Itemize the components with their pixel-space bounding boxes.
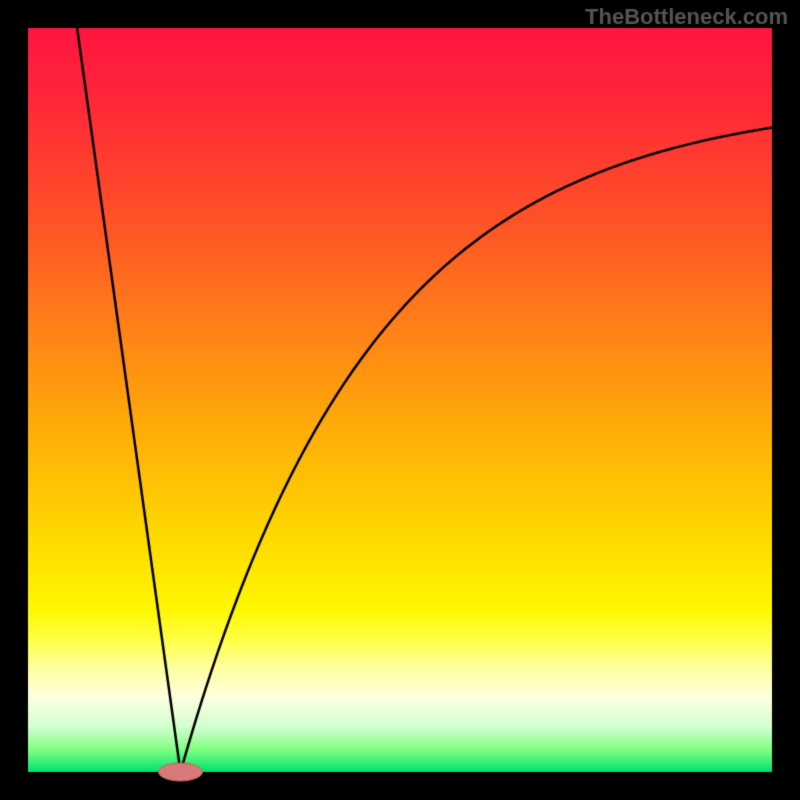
- chart-container: [0, 0, 800, 800]
- bottleneck-chart: [0, 0, 800, 800]
